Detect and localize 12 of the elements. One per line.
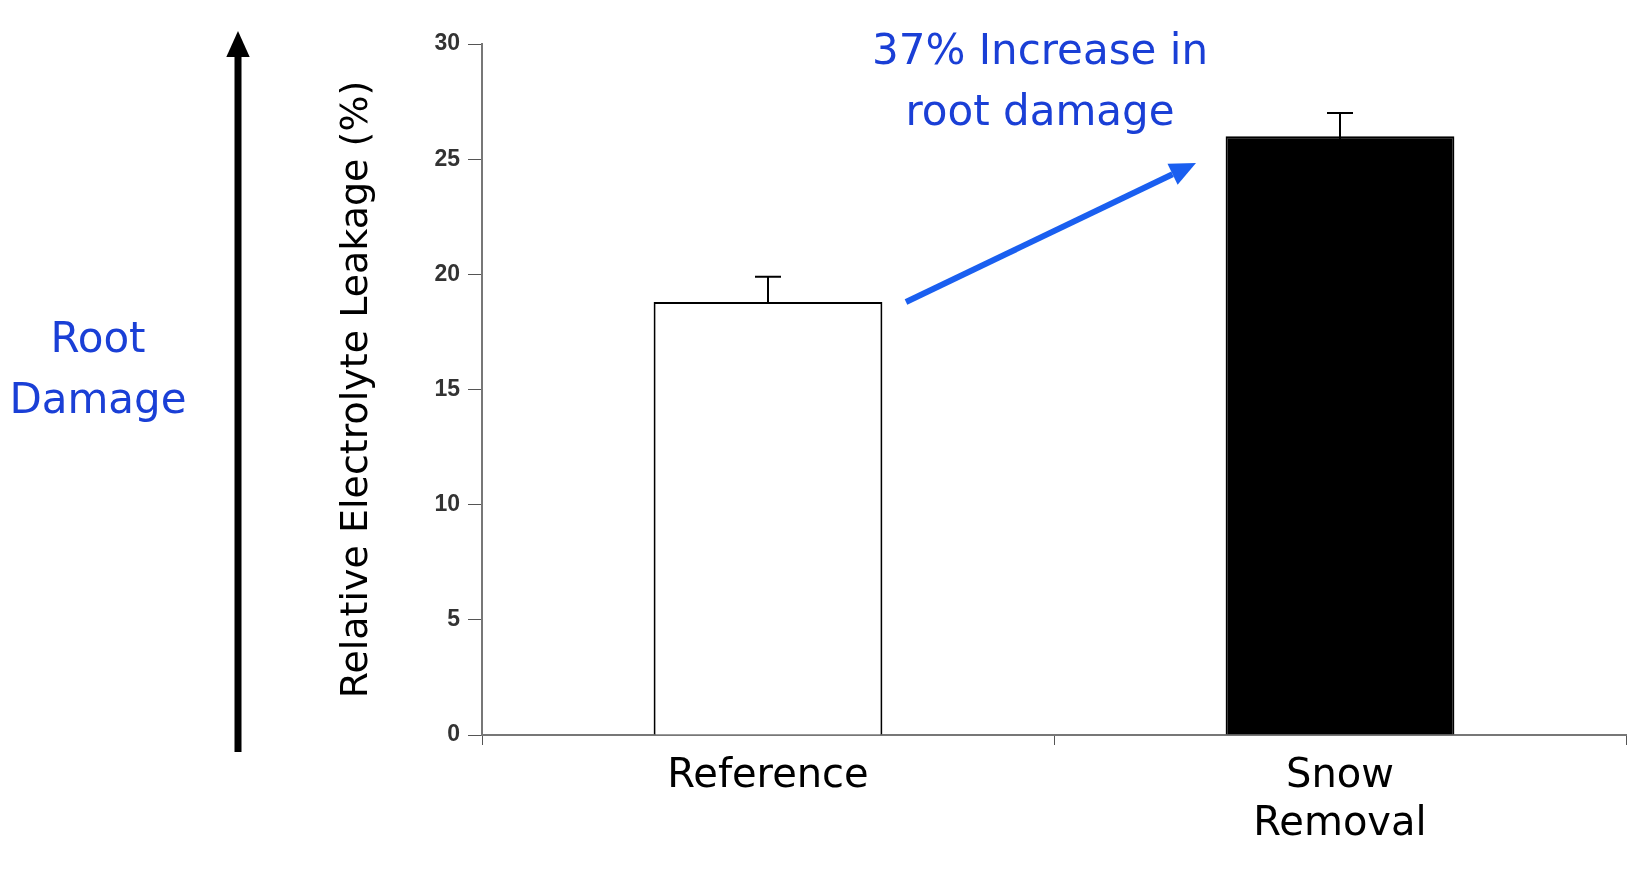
x-tick-label: Snow Removal xyxy=(1253,750,1427,845)
y-tick-label: 20 xyxy=(434,259,460,286)
text: Root Damage xyxy=(8,312,188,425)
annotation: 37% Increase in root damage xyxy=(870,24,1210,137)
y-tick-label: 0 xyxy=(447,720,460,747)
y-tick-label: 10 xyxy=(434,490,460,517)
y-tick-label: 15 xyxy=(434,374,461,401)
x-tick-label: Reference xyxy=(667,750,869,797)
y-tick-label: 5 xyxy=(447,605,461,632)
y-axis-title: Relative Electrolyte Leakage (%) xyxy=(331,80,376,699)
y-tick-label: 30 xyxy=(434,29,460,56)
y-tick-label: 25 xyxy=(434,144,461,171)
